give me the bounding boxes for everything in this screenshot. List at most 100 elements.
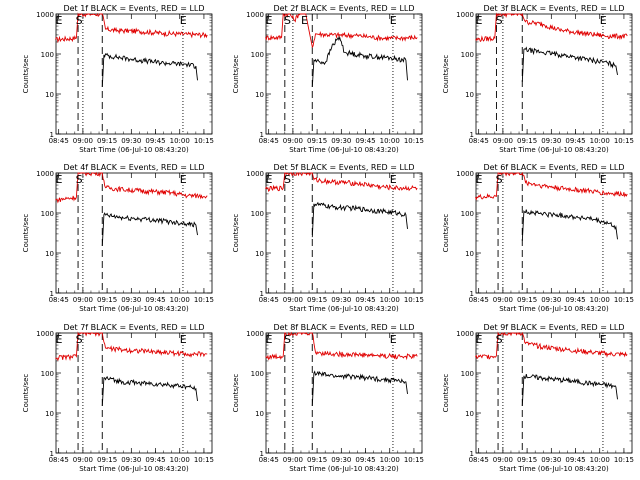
- x-tick-label: 09:30: [541, 137, 561, 145]
- y-tick-label: 1: [470, 290, 474, 298]
- x-tick-label: 09:00: [73, 456, 93, 464]
- x-tick-label: 10:00: [170, 456, 190, 464]
- y-axis-label: Counts/sec: [232, 374, 240, 413]
- event-marker-label: E: [475, 14, 482, 27]
- y-tick-label: 100: [461, 210, 474, 218]
- x-tick-label: 08:45: [469, 456, 489, 464]
- x-tick-label: 09:30: [331, 137, 351, 145]
- y-tick-label: 10: [45, 91, 54, 99]
- x-tick-label: 10:15: [194, 296, 214, 304]
- y-tick-label: 1000: [456, 11, 474, 19]
- x-tick-label: 09:45: [145, 456, 165, 464]
- y-tick-label: 1: [50, 131, 54, 139]
- x-tick-label: 09:15: [307, 137, 327, 145]
- y-tick-label: 10: [465, 91, 474, 99]
- x-tick-label: 09:15: [517, 456, 537, 464]
- series-line-black: [101, 52, 198, 88]
- event-marker-label: E: [600, 173, 607, 186]
- x-tick-label: 09:15: [307, 456, 327, 464]
- x-tick-label: 10:15: [194, 137, 214, 145]
- x-tick-label: 09:45: [355, 456, 375, 464]
- y-tick-label: 1: [470, 131, 474, 139]
- x-tick-label: 08:45: [49, 296, 69, 304]
- y-tick-label: 1000: [456, 170, 474, 178]
- x-tick-label: 09:15: [307, 296, 327, 304]
- x-axis-label: Start Time (06-Jul-10 08:43:20): [79, 146, 189, 154]
- x-tick-label: 10:00: [590, 137, 610, 145]
- chart-panel-8: Det 8f BLACK = Events, RED = LLD 1 10 100 10…: [232, 323, 424, 473]
- series-line-red: [55, 331, 208, 362]
- y-tick-label: 1000: [36, 170, 54, 178]
- x-tick-label: 10:00: [590, 296, 610, 304]
- event-marker-label: E: [55, 14, 62, 27]
- x-tick-label: 09:15: [97, 137, 117, 145]
- plot-frame: [265, 172, 423, 294]
- event-marker-label: E: [180, 14, 187, 27]
- x-tick-label: 09:30: [331, 456, 351, 464]
- event-marker-label: E: [390, 333, 397, 346]
- event-marker-label: E: [55, 333, 62, 346]
- chart-title: Det 4f BLACK = Events, RED = LLD: [63, 163, 204, 172]
- x-tick-label: 09:00: [283, 296, 303, 304]
- x-tick-label: 09:00: [283, 137, 303, 145]
- x-tick-label: 08:45: [259, 296, 279, 304]
- plot-frame: [55, 172, 213, 294]
- series-line-black: [311, 370, 408, 407]
- y-tick-label: 1000: [456, 330, 474, 338]
- x-tick-label: 09:30: [121, 456, 141, 464]
- y-tick-label: 1000: [36, 11, 54, 19]
- y-axis-label: Counts/sec: [232, 214, 240, 253]
- event-marker-label: E: [180, 173, 187, 186]
- y-tick-label: 100: [251, 370, 264, 378]
- y-tick-label: 1000: [36, 330, 54, 338]
- y-axis-label: Counts/sec: [442, 374, 450, 413]
- x-tick-label: 10:15: [614, 137, 634, 145]
- event-marker-label: E: [180, 333, 187, 346]
- x-tick-label: 09:00: [73, 137, 93, 145]
- plot-frame: [265, 13, 423, 135]
- x-axis-label: Start Time (06-Jul-10 08:43:20): [289, 305, 399, 313]
- chart-panel-4: Det 4f BLACK = Events, RED = LLD 1 10 100 10…: [22, 163, 214, 313]
- plot-frame: [265, 332, 423, 454]
- series-line-red: [265, 12, 418, 49]
- x-tick-label: 10:00: [380, 296, 400, 304]
- event-marker-label: S: [496, 173, 503, 186]
- x-tick-label: 09:30: [121, 137, 141, 145]
- y-tick-label: 1: [50, 450, 54, 458]
- x-tick-label: 09:15: [517, 296, 537, 304]
- x-tick-label: 09:15: [97, 456, 117, 464]
- x-tick-label: 10:15: [404, 296, 424, 304]
- x-tick-label: 09:45: [355, 137, 375, 145]
- x-tick-label: 09:00: [493, 296, 513, 304]
- y-axis-label: Counts/sec: [22, 374, 30, 413]
- event-marker-label: S: [76, 173, 83, 186]
- event-marker-label: E: [600, 14, 607, 27]
- chart-title: Det 1f BLACK = Events, RED = LLD: [63, 4, 204, 13]
- x-tick-label: 09:45: [565, 296, 585, 304]
- y-tick-label: 1000: [246, 330, 264, 338]
- x-tick-label: 08:45: [49, 456, 69, 464]
- y-tick-label: 100: [461, 51, 474, 59]
- x-axis-label: Start Time (06-Jul-10 08:43:20): [499, 465, 609, 473]
- series-line-black: [101, 212, 198, 247]
- series-line-red: [265, 331, 418, 361]
- x-tick-label: 09:15: [97, 296, 117, 304]
- event-marker-label: E: [265, 333, 272, 346]
- y-tick-label: 10: [45, 410, 54, 418]
- series-line-black: [521, 373, 618, 407]
- y-axis-label: Counts/sec: [442, 214, 450, 253]
- x-axis-label: Start Time (06-Jul-10 08:43:20): [79, 305, 189, 313]
- series-line-black: [101, 375, 198, 407]
- event-marker-label: E: [55, 173, 62, 186]
- event-marker-label: S: [496, 14, 503, 27]
- plot-frame: [475, 13, 633, 135]
- y-tick-label: 1: [50, 290, 54, 298]
- event-marker-label: E: [265, 173, 272, 186]
- x-tick-label: 09:30: [331, 296, 351, 304]
- y-axis-label: Counts/sec: [232, 55, 240, 94]
- chart-title: Det 6f BLACK = Events, RED = LLD: [483, 163, 624, 172]
- x-tick-label: 10:00: [170, 137, 190, 145]
- y-tick-label: 10: [45, 250, 54, 258]
- chart-panel-7: Det 7f BLACK = Events, RED = LLD 1 10 100 10…: [22, 323, 214, 473]
